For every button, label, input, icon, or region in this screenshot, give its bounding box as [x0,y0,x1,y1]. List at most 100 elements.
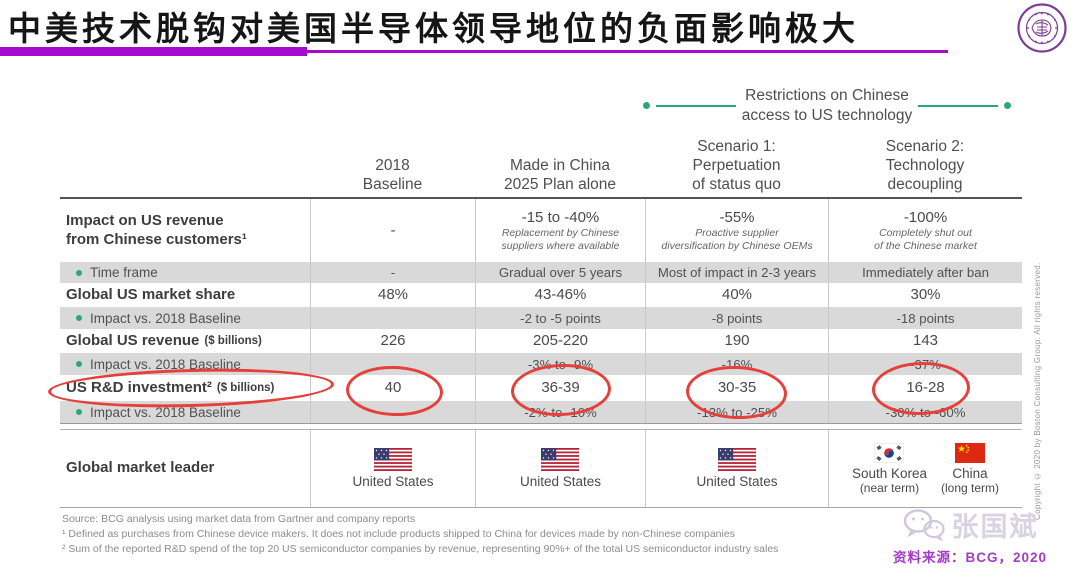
cell-value: 36-39 [541,379,580,397]
leader-term: (near term) [859,480,920,495]
leader-united-states: United States [696,448,778,489]
cell-value: 226 [380,332,406,350]
table-cell: 36-39 [475,375,645,401]
table-row-time-frame: Time frame - Gradual over 5 years Most o… [60,262,1022,283]
table-column-headers: 2018 Baseline Made in China 2025 Plan al… [60,138,1022,197]
comparison-table: 2018 Baseline Made in China 2025 Plan al… [60,138,1022,508]
row-label-unit: ($ billions) [216,381,275,394]
watermark-source-line: 资料来源：BCG，2020 [892,550,1048,565]
cell-value: 205-220 [532,332,589,350]
column-header-scenario2: Scenario 2: Technology decoupling [885,138,965,194]
table-cell: -30% to -60% [828,401,1022,423]
cell-value: -55% [719,209,755,226]
cell-value: 143 [912,332,939,350]
table-cell: -37% [828,353,1022,375]
row-label-text: Impact vs. 2018 Baseline [90,310,241,326]
cell-value: 48% [377,286,409,304]
title-underline-thin [307,50,948,53]
table-cell: 143 [828,329,1022,353]
footnotes: Source: BCG analysis using market data f… [62,512,822,558]
wechat-logo-icon [903,508,945,541]
table-row-share-impact: Impact vs. 2018 Baseline -2 to -5 points… [60,307,1022,329]
cell-value: 30% [910,286,941,304]
leader-name: United States [352,474,434,489]
table-cell: South Korea (near term) China (long term… [828,430,1022,507]
cell-value: 40 [384,379,402,397]
leader-united-states: United States [520,448,601,489]
page-title: 中美技术脱钩对美国半导体领导地位的负面影响极大 [8,9,859,48]
bracket-dot-right-icon [1004,102,1011,110]
table-cell [310,353,475,375]
row-label: Global US revenue ($ billions) [60,329,310,353]
footnote-1: ¹ Defined as purchases from Chinese devi… [62,528,735,541]
bullet-icon [76,269,82,276]
row-label: Impact vs. 2018 Baseline [60,353,310,375]
cell-value: Immediately after ban [862,265,989,280]
column-header-scenario1: Scenario 1: Perpetuation of status quo [692,138,781,194]
table-cell: -16% [645,353,828,375]
table-cell: -100% Completely shut out of the Chinese… [828,199,1022,262]
table-cell [310,401,475,423]
row-label: Global market leader [66,459,215,477]
table-cell: 30-35 [645,375,828,401]
cn-flag-icon [955,442,986,463]
table-cell: - [310,262,475,283]
cell-value: -30% to -60% [885,404,966,420]
cell-value: 190 [724,332,750,350]
table-row-revenue-vs-baseline: Impact vs. 2018 Baseline -3% to -9% -16%… [60,353,1022,375]
table-cell: United States [475,430,645,507]
column-header-baseline: 2018 Baseline [362,157,423,194]
cell-value: -100% [903,209,948,226]
cell-subtext: Replacement by Chinese suppliers where a… [501,227,620,252]
cell-value: 30-35 [717,379,757,397]
leader-united-states: United States [352,448,434,489]
table-cell: 226 [310,329,475,353]
leader-pair: South Korea (near term) China (long term… [851,442,999,495]
table-row-market-share: Global US market share 48% 43-46% 40% 30… [60,283,1022,307]
bullet-icon [76,409,82,415]
bullet-icon [76,315,82,321]
leader-name: South Korea [851,465,928,481]
table-cell [310,307,475,329]
copyright-vertical-text: Copyright © 2020 by Boston Consulting Gr… [1033,262,1042,520]
cell-value: 40% [721,286,753,304]
row-label-unit: ($ billions) [204,334,262,347]
table-cell: Most of impact in 2-3 years [645,262,828,283]
title-underline-thick [0,47,307,56]
table-cell: 30% [828,283,1022,307]
cell-value: Most of impact in 2-3 years [657,265,817,280]
footnote-2: ² Sum of the reported R&D spend of the t… [62,543,779,556]
cell-subtext: Proactive supplier diversification by Ch… [661,227,813,252]
cell-value: -8 points [711,310,763,326]
table-row-revenue-impact: Impact on US revenue from Chinese custom… [60,199,1022,262]
table-cell: -8 points [645,307,828,329]
table-cell: United States [645,430,828,507]
us-flag-icon [373,448,412,471]
table-cell: 40% [645,283,828,307]
table-cell: -55% Proactive supplier diversification … [645,199,828,262]
leader-name: China [952,465,988,481]
row-label-text: Impact vs. 2018 Baseline [90,356,241,372]
row-label: Global US market share [66,285,236,303]
us-flag-icon [717,448,756,471]
cell-value: 16-28 [906,379,945,397]
cell-value: -18 points [896,310,955,326]
watermark: 张国斌 资料来源：BCG，2020 [870,505,1070,566]
table-cell: 40 [310,375,475,401]
table-cell: 48% [310,283,475,307]
cell-value: -3% to -9% [527,356,594,372]
kr-flag-icon [874,442,905,463]
table-cell: 43-46% [475,283,645,307]
bracket-line-right [918,104,998,107]
row-label-text: Time frame [90,265,158,280]
cell-value: -2% to -10% [524,404,597,420]
cell-value: - [390,221,396,239]
table-cell: - [310,199,475,262]
table-cell: 190 [645,329,828,353]
table-cell: -2% to -10% [475,401,645,423]
table-row-revenue: Global US revenue ($ billions) 226 205-2… [60,329,1022,353]
cell-subtext: Completely shut out of the Chinese marke… [874,227,977,252]
table-cell: Gradual over 5 years [475,262,645,283]
table-cell: United States [310,430,475,507]
